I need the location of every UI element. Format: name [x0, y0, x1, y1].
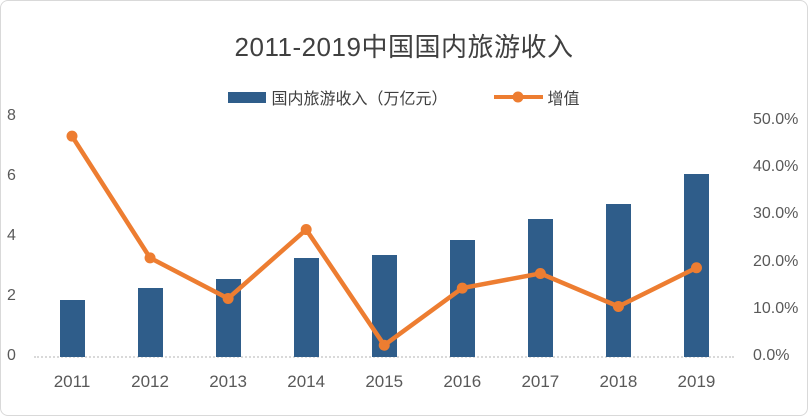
- x-axis-label-2011: 2011: [53, 372, 91, 391]
- y-axis-tick-left-2: 2: [7, 287, 16, 304]
- legend-line-marker-icon: [512, 91, 524, 103]
- legend-label-revenue: 国内旅游收入（万亿元）: [271, 91, 448, 108]
- x-axis-label-2013: 2013: [209, 372, 248, 391]
- bar-2015: [371, 255, 397, 357]
- legend-label-growth: 增值: [547, 91, 580, 108]
- y-axis-tick-left-0: 0: [7, 347, 16, 364]
- legend-line-swatch-icon: [493, 91, 543, 103]
- x-axis-label-2012: 2012: [131, 372, 169, 391]
- y-axis-tick-right-10.0%: 10.0%: [753, 299, 799, 317]
- y-axis-tick-left-8: 8: [7, 107, 16, 124]
- y-axis-tick-right-20.0%: 20.0%: [753, 252, 799, 270]
- legend-item-growth: 增值: [493, 85, 580, 109]
- y-axis-tick-right-40.0%: 40.0%: [753, 158, 799, 176]
- y-axis-tick-right-30.0%: 30.0%: [753, 205, 799, 223]
- y-axis-tick-right-50.0%: 50.0%: [753, 111, 799, 128]
- y-axis-tick-left-6: 6: [7, 167, 16, 184]
- y-axis-tick-right-0.0%: 0.0%: [753, 347, 790, 364]
- bar-2014: [293, 258, 319, 357]
- bar-2017: [527, 219, 553, 357]
- x-axis-line: [34, 356, 734, 358]
- line-marker-2014: [300, 224, 312, 236]
- chart-legend: 国内旅游收入（万亿元） 增值: [1, 85, 807, 109]
- y-axis-tick-left-4: 4: [7, 227, 16, 244]
- x-axis-label-2017: 2017: [521, 372, 560, 391]
- bar-2011: [59, 300, 85, 357]
- x-axis-label-2014: 2014: [287, 372, 326, 391]
- x-axis-label-2018: 2018: [599, 372, 638, 391]
- line-marker-2012: [144, 252, 156, 264]
- legend-bar-swatch-icon: [228, 91, 267, 103]
- chart-title: 2011-2019中国国内旅游收入: [234, 32, 574, 62]
- x-axis-label-2019: 2019: [677, 372, 716, 391]
- bar-2012: [137, 288, 163, 357]
- x-axis-label-2015: 2015: [365, 372, 404, 391]
- bar-2013: [215, 279, 241, 357]
- bar-2018: [605, 204, 631, 357]
- line-marker-2011: [66, 130, 78, 142]
- bar-2016: [449, 240, 475, 357]
- bar-2019: [683, 174, 709, 357]
- x-axis-label-2016: 2016: [443, 372, 482, 391]
- legend-item-revenue: 国内旅游收入（万亿元）: [228, 85, 448, 109]
